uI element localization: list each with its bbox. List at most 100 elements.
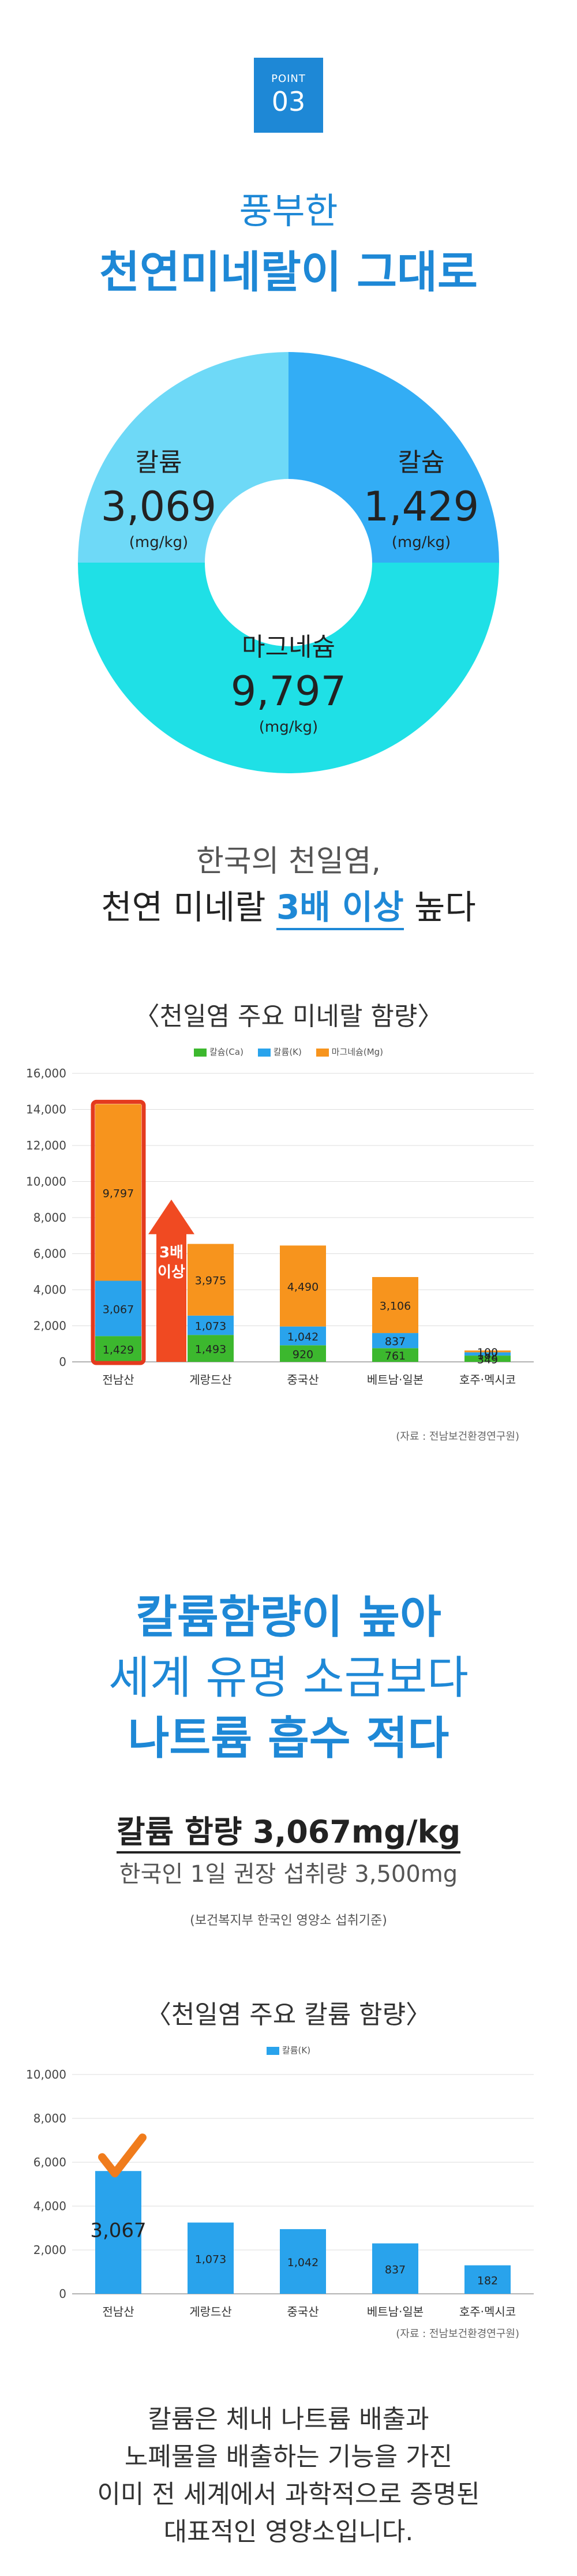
- bar-segment: [95, 1104, 141, 1281]
- legend-label-calcium: 칼슘(Ca): [209, 1047, 243, 1057]
- chart2-legend-label: 칼륨(K): [282, 2045, 311, 2055]
- chart1-legend: 칼슘(Ca) 칼륨(K) 마그네슘(Mg): [0, 1046, 577, 1058]
- y-tick-label: 10,000: [26, 1175, 66, 1189]
- mineral-bar-chart: 0 2,000 4,000 6,000 8,000 10,000 12,000 14,000 1…: [26, 1066, 534, 1385]
- donut-svg: [78, 352, 499, 773]
- donut-label-kalium: 칼륨 3,069 (mg/kg): [95, 441, 222, 551]
- donut-slice-magnesium: [78, 563, 499, 773]
- donut-label-magnesium: 마그네슘 9,797 (mg/kg): [225, 626, 352, 736]
- x-category-label: 전남산: [102, 1373, 134, 1385]
- bar-value-label: 3,067: [103, 1303, 134, 1316]
- compare-line-1: 한국의 천일염,: [196, 844, 381, 879]
- bar-value-label: 837: [385, 1335, 406, 1348]
- bar-segment: [372, 1333, 418, 1349]
- magnesium-unit: (mg/kg): [258, 718, 319, 736]
- kalium-headline-2: 세계 유명 소금보다: [108, 1652, 469, 1704]
- bar-value-label: 837: [385, 2263, 406, 2276]
- bar-value-label: 100: [477, 1346, 498, 1359]
- bar-value-label: 182: [477, 2274, 498, 2287]
- y-tick-label: 6,000: [33, 2155, 66, 2169]
- x-category-label: 호주·멕시코: [459, 2305, 516, 2317]
- kalium-value: 3,069: [100, 483, 217, 530]
- bar-segment: [95, 1280, 141, 1336]
- calcium-value: 1,429: [363, 483, 479, 530]
- kalium-bar-chart: 0 2,000 4,000 6,000 8,000 10,000 3,067 전남산 1,073…: [26, 2068, 534, 2317]
- bar-value-label: 3,067: [90, 2219, 146, 2242]
- intro-line-1: 풍부한: [239, 190, 338, 232]
- y-tick-label: 10,000: [26, 2068, 66, 2081]
- kalium-amount: 칼륨 함량 3,067mg/kg: [0, 1806, 577, 1854]
- x-category-label: 중국산: [287, 1373, 319, 1385]
- closing-line-1: 칼륨은 체내 나트륨 배출과: [148, 2405, 429, 2434]
- bar-value-label: 920: [293, 1349, 313, 1361]
- chart2-legend: 칼륨(K): [0, 2044, 577, 2056]
- chart2-title: 〈천일염 주요 칼륨 함량〉: [145, 2000, 432, 2030]
- magnesium-value: 9,797: [230, 668, 347, 715]
- bar-value-label: 9,797: [103, 1187, 134, 1200]
- bar-segment: [95, 2171, 141, 2294]
- checkmark-icon: [98, 2133, 147, 2178]
- y-tick-label: 8,000: [33, 1211, 66, 1225]
- bar-segment: [464, 1350, 511, 1353]
- y-tick-label: 0: [59, 2287, 66, 2301]
- bar-value-label: 349: [477, 1354, 498, 1366]
- chart1-title: 〈천일염 주요 미네랄 함량〉: [134, 1002, 443, 1031]
- legend-label-kalium: 칼륨(K): [273, 1047, 302, 1057]
- bar-segment: [372, 1277, 418, 1334]
- closing-paragraph: 칼륨은 체내 나트륨 배출과 노폐물을 배출하는 기능을 가진 이미 전 세계에…: [0, 2401, 577, 2551]
- legend-swatch-magnesium: [316, 1048, 329, 1057]
- chart2-legend-item-kalium: 칼륨(K): [266, 2044, 311, 2056]
- y-tick-label: 12,000: [26, 1139, 66, 1152]
- up-arrow-icon: [148, 1199, 194, 1362]
- compare-accent: 3배 이상: [276, 888, 404, 930]
- y-tick-label: 0: [59, 1355, 66, 1369]
- bar-segment: [372, 2243, 418, 2294]
- y-tick-label: 4,000: [33, 1283, 66, 1297]
- chart2-source: (자료 : 전남보건환경연구원): [396, 2328, 519, 2340]
- arrow-label: 3배: [159, 1244, 183, 1261]
- highlight-frame: [91, 1099, 146, 1365]
- legend-item-calcium: 칼슘(Ca): [193, 1046, 243, 1058]
- magnesium-name: 마그네슘: [242, 632, 335, 662]
- x-category-label: 베트남·일본: [367, 1373, 424, 1385]
- bar-value-label: 1,073: [195, 1320, 226, 1333]
- x-category-label: 게랑드산: [189, 2305, 232, 2317]
- kalium-headline-3: 나트륨 흡수 적다: [128, 1713, 449, 1765]
- closing-line-2: 노폐물을 배출하는 기능을 가진: [124, 2442, 453, 2472]
- donut-label-calcium: 칼슘 1,429 (mg/kg): [358, 441, 485, 551]
- bar-value-label: 4,490: [287, 1281, 319, 1294]
- chart2-legend-swatch: [266, 2046, 279, 2055]
- bar-value-label: 761: [385, 1350, 406, 1362]
- legend-item-kalium: 칼륨(K): [257, 1046, 302, 1058]
- donut-hole: [205, 479, 372, 646]
- bar-segment: [464, 1352, 511, 1356]
- y-tick-label: 16,000: [26, 1066, 66, 1080]
- bar-value-label: 1,042: [287, 2256, 319, 2269]
- compare-line-2: 천연 미네랄 3배 이상 높다: [0, 880, 577, 930]
- y-tick-label: 14,000: [26, 1103, 66, 1117]
- bar-value-label: 3,975: [195, 1275, 226, 1287]
- compare-line-2-post: 높다: [403, 888, 476, 927]
- x-category-label: 호주·멕시코: [459, 1373, 516, 1385]
- x-category-label: 게랑드산: [189, 1373, 232, 1385]
- legend-swatch-calcium: [193, 1048, 207, 1057]
- y-tick-label: 2,000: [33, 2243, 66, 2257]
- bar-segment: [188, 1335, 234, 1362]
- x-category-label: 베트남·일본: [367, 2305, 424, 2317]
- y-tick-label: 8,000: [33, 2111, 66, 2125]
- kalium-unit: (mg/kg): [129, 534, 189, 551]
- bar-segment: [280, 2229, 326, 2294]
- bar-segment: [464, 2265, 511, 2294]
- bar-value-label: 3,106: [380, 1300, 411, 1313]
- y-tick-label: 4,000: [33, 2199, 66, 2213]
- x-category-label: 전남산: [102, 2305, 134, 2317]
- chart1-source: (자료 : 전남보건환경연구원): [396, 1431, 519, 1443]
- bar-value-label: 1,073: [195, 2253, 226, 2266]
- kalium-amount-text: 칼륨 함량 3,067mg/kg: [116, 1814, 461, 1854]
- closing-line-4: 대표적인 영양소입니다.: [163, 2517, 414, 2547]
- legend-label-magnesium: 마그네슘(Mg): [331, 1047, 384, 1057]
- bar-segment: [464, 1356, 511, 1362]
- bar-value-label: 1,429: [103, 1344, 134, 1357]
- bar-segment: [372, 1348, 418, 1362]
- mineral-donut: 칼슘 1,429 (mg/kg) 마그네슘 9,797 (mg/kg) 칼륨 3…: [0, 335, 577, 785]
